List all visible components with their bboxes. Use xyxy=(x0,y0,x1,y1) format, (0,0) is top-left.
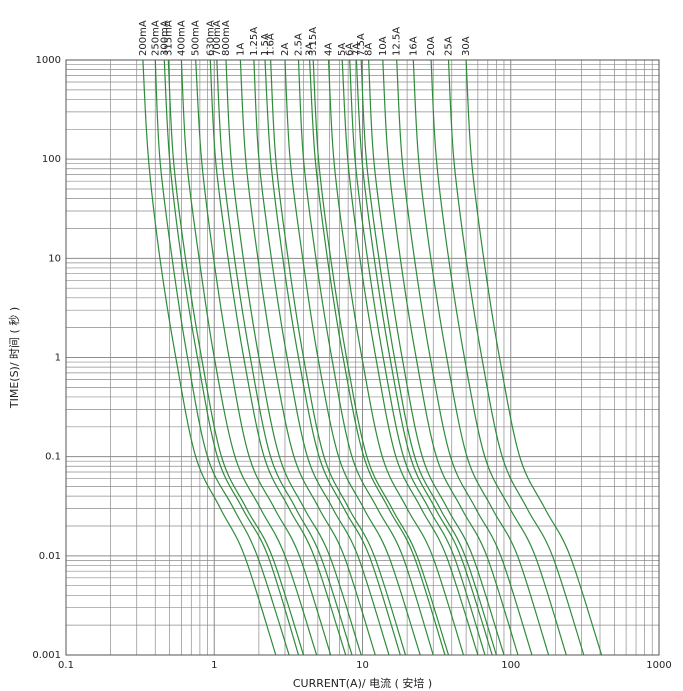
x-tick-label: 0.1 xyxy=(58,660,74,671)
rating-label-10a: 10A xyxy=(378,36,389,56)
curve-2a xyxy=(284,59,421,656)
curve-700ma xyxy=(216,59,353,656)
curve-500ma xyxy=(195,59,332,656)
rating-label-315ma: 315mA xyxy=(163,20,174,56)
rating-label-1-25a: 1.25A xyxy=(249,27,260,56)
curve-300ma xyxy=(163,59,300,656)
rating-label-2a: 2A xyxy=(280,43,291,56)
rating-label-12-5a: 12.5A xyxy=(392,27,403,56)
rating-label-7-5a: 7.5A xyxy=(356,33,367,56)
curve-16a xyxy=(412,59,550,656)
rating-label-300ma: 300mA xyxy=(159,20,170,56)
curve-315ma xyxy=(167,59,305,656)
curve-2-5a xyxy=(297,59,434,656)
rating-label-8a: 8A xyxy=(364,43,375,56)
rating-label-800ma: 800mA xyxy=(221,20,232,56)
y-tick-label: 0.01 xyxy=(39,551,61,562)
curve-5a xyxy=(341,59,479,656)
x-axis-title: CURRENT(A)/ 电流 ( 安培 ) xyxy=(293,676,432,690)
curve-4a xyxy=(327,59,465,656)
curve-30a xyxy=(465,59,603,656)
curve-1a xyxy=(239,59,376,656)
rating-label-4a: 4A xyxy=(324,43,335,56)
x-tick-label: 1000 xyxy=(646,660,671,671)
axis-ticks: 0.1 1 10 100 1000 0.001 0.01 0.1 1 10 100 1000 xyxy=(32,55,671,671)
rating-label-700ma: 700mA xyxy=(212,20,223,56)
curve-1-6a xyxy=(270,59,407,656)
curve-7-5a xyxy=(360,59,497,656)
curve-7a xyxy=(355,59,493,656)
y-axis-title: TIME(S)/ 时间 ( 秒 ) xyxy=(7,307,21,409)
rating-label-2-5a: 2.5A xyxy=(294,33,305,56)
y-tick-label: 0.001 xyxy=(32,650,61,661)
curve-8a xyxy=(368,59,505,656)
rating-label-1-5a: 1.5A xyxy=(260,33,271,56)
y-tick-label: 100 xyxy=(42,154,61,165)
y-tick-label: 10 xyxy=(48,253,61,264)
x-tick-label: 1 xyxy=(211,660,217,671)
curve-6a xyxy=(349,59,486,656)
rating-label-3-15a: 3.15A xyxy=(308,27,319,56)
rating-label-500ma: 500mA xyxy=(191,20,202,56)
curve-10a xyxy=(382,59,519,656)
x-tick-label: 100 xyxy=(501,660,520,671)
rating-label-16a: 16A xyxy=(408,36,419,56)
rating-label-630ma: 630mA xyxy=(205,20,216,56)
x-tick-label: 10 xyxy=(356,660,369,671)
curve-200ma xyxy=(142,59,277,656)
curve-630ma xyxy=(209,59,347,656)
rating-label-3a: 3A xyxy=(305,43,316,56)
y-tick-label: 0.1 xyxy=(45,452,61,463)
curve-12-5a xyxy=(396,59,533,656)
rating-label-200ma: 200mA xyxy=(138,20,149,56)
rating-label-5a: 5A xyxy=(337,43,348,56)
rating-label-250ma: 250mA xyxy=(150,20,161,56)
y-tick-label: 1000 xyxy=(36,55,61,66)
rating-label-400ma: 400mA xyxy=(176,20,187,56)
rating-label-25a: 25A xyxy=(444,36,455,56)
curve-250ma xyxy=(154,59,290,656)
curve-3-15a xyxy=(312,59,450,656)
curve-800ma xyxy=(225,59,362,656)
rating-label-1a: 1A xyxy=(235,43,246,56)
curve-1-5a xyxy=(264,59,401,656)
rating-label-6a: 6A xyxy=(345,43,356,56)
y-tick-label: 1 xyxy=(55,353,61,364)
rating-label-20a: 20A xyxy=(426,36,437,56)
curve-1-25a xyxy=(253,59,390,656)
curve-20a xyxy=(430,59,567,656)
plot-frame xyxy=(65,59,660,656)
rating-label-7a: 7A xyxy=(351,43,362,56)
rating-label-1-6a: 1.6A xyxy=(266,33,277,56)
rating-label-30a: 30A xyxy=(461,36,472,56)
curve-3a xyxy=(309,59,446,656)
fuse-curves xyxy=(142,59,603,656)
curve-400ma xyxy=(180,59,318,656)
curve-25a xyxy=(447,59,585,656)
